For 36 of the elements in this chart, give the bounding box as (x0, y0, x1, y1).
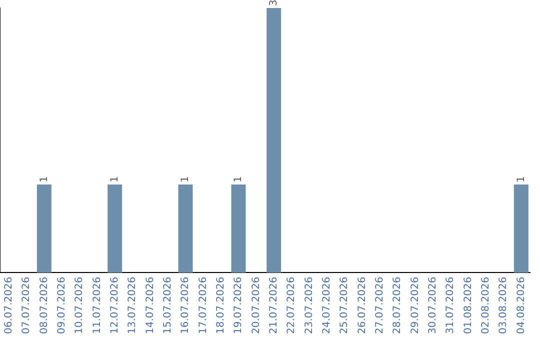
x-tick-label: 04.08.2026 (516, 276, 527, 334)
x-tick-label: 19.07.2026 (233, 276, 244, 334)
x-tick-label: 14.07.2026 (144, 276, 156, 334)
data-label: 1 (516, 176, 527, 182)
x-tick-label: 11.07.2026 (92, 276, 103, 334)
x-tick-label: 03.08.2026 (498, 276, 510, 334)
x-tick-label: 22.07.2026 (286, 276, 298, 334)
x-tick-label: 17.07.2026 (198, 276, 209, 334)
x-tick-label: 13.07.2026 (127, 276, 138, 334)
x-tick-label: 28.07.2026 (392, 276, 404, 334)
x-tick-label: 21.07.2026 (268, 276, 280, 334)
x-tick-label: 09.07.2026 (56, 276, 68, 334)
x-tick-label: 12.07.2026 (109, 276, 120, 334)
x-tick-label: 27.07.2026 (374, 276, 386, 334)
x-tick-label: 20.07.2026 (250, 276, 262, 334)
x-tick-label: 10.07.2026 (74, 276, 86, 334)
data-label: 1 (38, 176, 50, 182)
x-tick-label: 26.07.2026 (356, 276, 368, 334)
data-label: 1 (180, 176, 192, 182)
x-tick-label: 08.07.2026 (38, 276, 50, 334)
x-tick-label: 01.08.2026 (462, 276, 474, 334)
x-tick-label: 23.07.2026 (304, 276, 315, 334)
x-tick-label: 29.07.2026 (410, 276, 421, 334)
x-tick-label: 07.07.2026 (21, 276, 32, 334)
x-tick-label: 02.08.2026 (480, 276, 492, 334)
x-tick-label: 16.07.2026 (180, 276, 192, 334)
x-tick-label: 15.07.2026 (162, 276, 174, 334)
x-tick-label: 31.07.2026 (445, 276, 456, 334)
data-label: 1 (109, 176, 120, 182)
x-tick-label: 18.07.2026 (215, 276, 226, 334)
data-label: 3 (268, 0, 280, 6)
x-tick-label: 30.07.2026 (427, 276, 438, 334)
x-tick-label: 24.07.2026 (321, 276, 332, 334)
x-tick-label: 25.07.2026 (339, 276, 350, 334)
x-tick-label: 06.07.2026 (3, 276, 14, 334)
data-label: 1 (233, 176, 244, 182)
